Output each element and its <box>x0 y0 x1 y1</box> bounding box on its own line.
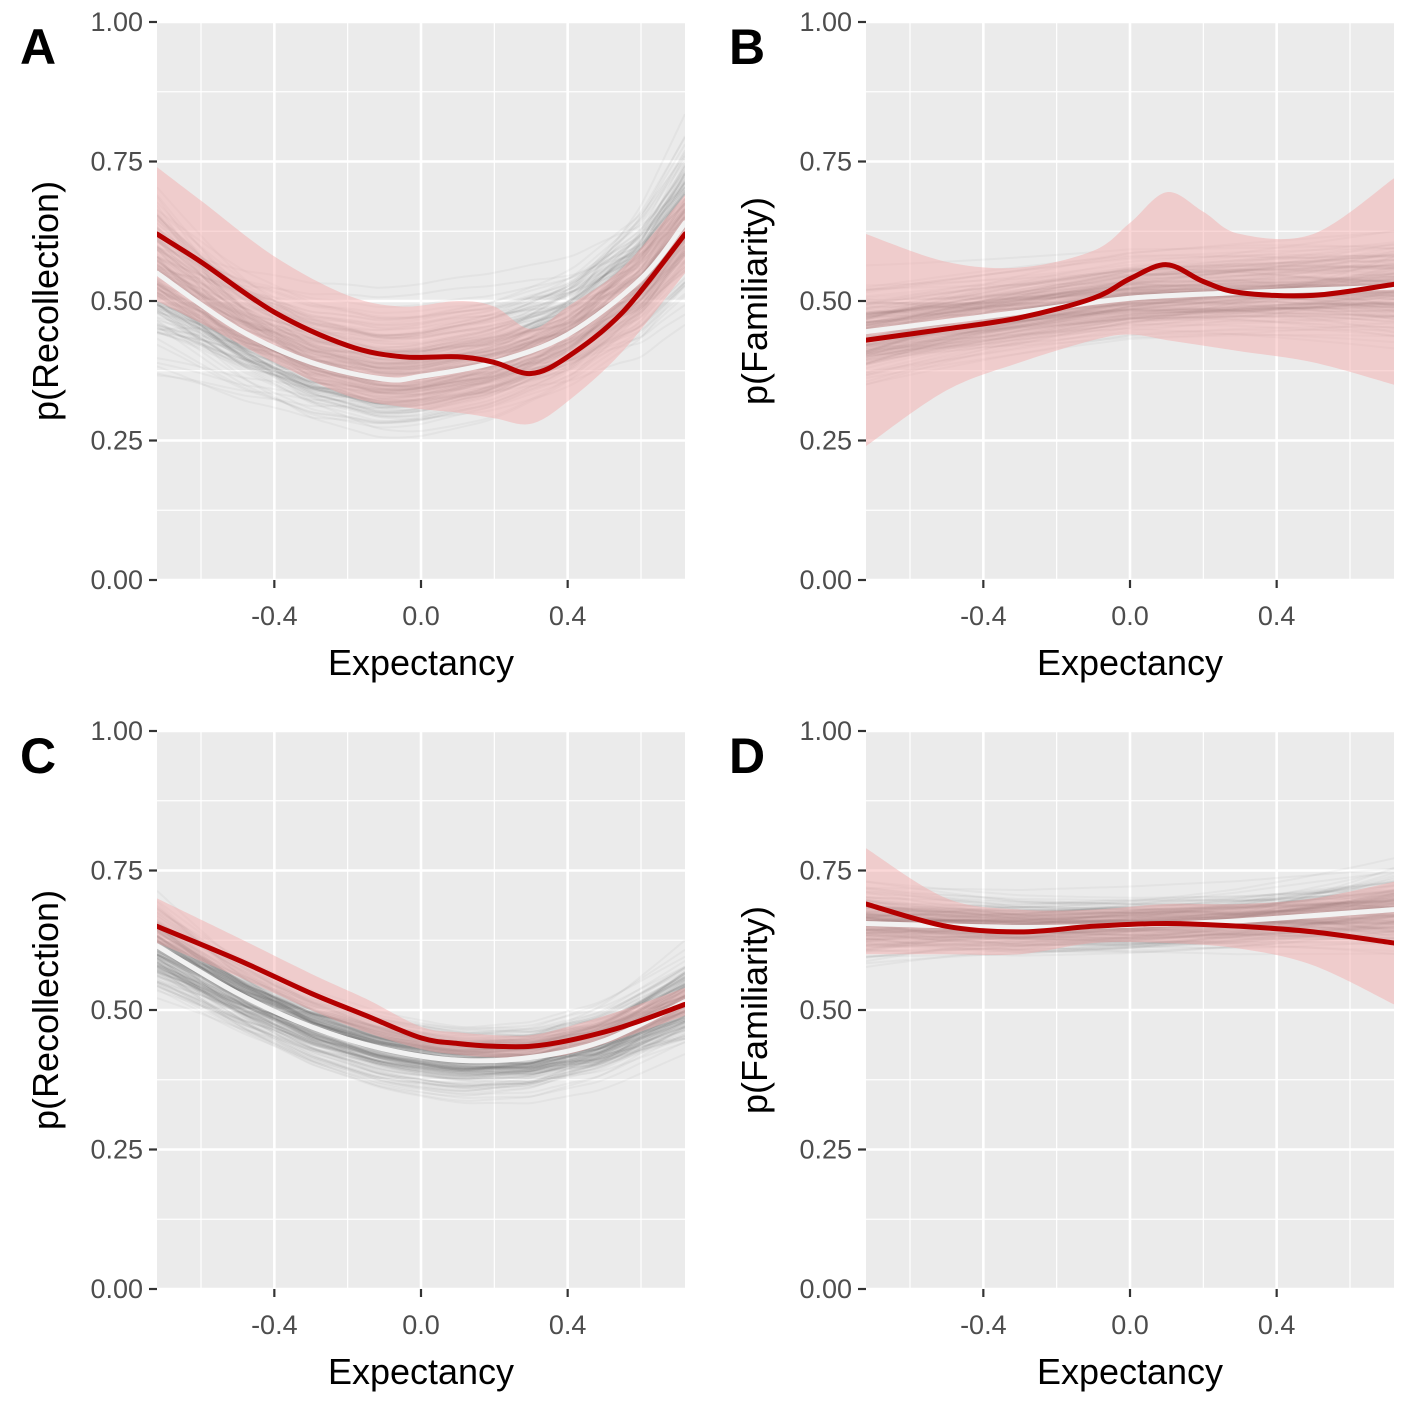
x-axis-title: Expectancy <box>328 1351 514 1392</box>
y-tick-label: 0.50 <box>799 995 852 1025</box>
panel-tag: A <box>20 19 56 75</box>
y-tick-label: 0.50 <box>90 995 143 1025</box>
y-tick-label: 0.00 <box>799 565 852 595</box>
x-tick-label: 0.0 <box>402 601 440 631</box>
x-tick-label: 0.4 <box>549 601 587 631</box>
panel-c: 0.00 0.25 0.50 0.75 1.00 -0.4 0.0 0.4 Expectancy… <box>20 716 685 1392</box>
x-tick-label: -0.4 <box>251 601 298 631</box>
x-tick-label: 0.0 <box>402 1310 440 1340</box>
y-axis-title: p(Familiarity) <box>734 906 775 1114</box>
x-tick-label: 0.4 <box>1258 1310 1296 1340</box>
x-axis-title: Expectancy <box>1037 642 1223 683</box>
y-tick-label: 0.25 <box>90 1135 143 1165</box>
y-axis-title: p(Recollection) <box>25 181 66 421</box>
y-axis-title: p(Recollection) <box>25 890 66 1130</box>
panel-a: 0.00 0.25 0.50 0.75 1.00 -0.4 0.0 0.4 Expectancy… <box>20 7 685 683</box>
x-tick-label: 0.0 <box>1111 601 1149 631</box>
y-tick-label: 0.75 <box>799 147 852 177</box>
y-tick-label: 0.75 <box>90 856 143 886</box>
y-tick-label: 0.75 <box>799 856 852 886</box>
y-axis-title: p(Familiarity) <box>734 197 775 405</box>
y-tick-label: 0.50 <box>799 286 852 316</box>
y-tick-label: 0.00 <box>799 1274 852 1304</box>
x-axis-title: Expectancy <box>328 642 514 683</box>
y-tick-label: 1.00 <box>799 7 852 37</box>
x-tick-label: -0.4 <box>960 1310 1007 1340</box>
y-tick-label: 1.00 <box>90 7 143 37</box>
panel-tag: D <box>729 728 765 784</box>
y-tick-label: 0.75 <box>90 147 143 177</box>
panel-tag: C <box>20 728 56 784</box>
y-tick-label: 0.50 <box>90 286 143 316</box>
x-tick-label: -0.4 <box>960 601 1007 631</box>
y-tick-label: 1.00 <box>90 716 143 746</box>
x-axis-title: Expectancy <box>1037 1351 1223 1392</box>
x-tick-label: 0.4 <box>549 1310 587 1340</box>
x-tick-label: 0.4 <box>1258 601 1296 631</box>
y-tick-label: 0.25 <box>90 426 143 456</box>
y-tick-label: 0.00 <box>90 1274 143 1304</box>
y-tick-label: 0.25 <box>799 426 852 456</box>
y-tick-label: 0.00 <box>90 565 143 595</box>
y-tick-label: 0.25 <box>799 1135 852 1165</box>
panel-d: 0.00 0.25 0.50 0.75 1.00 -0.4 0.0 0.4 Expectancy… <box>729 716 1394 1392</box>
x-tick-label: -0.4 <box>251 1310 298 1340</box>
panel-b: 0.00 0.25 0.50 0.75 1.00 -0.4 0.0 0.4 Expectancy… <box>729 7 1394 683</box>
panel-tag: B <box>729 19 765 75</box>
y-tick-label: 1.00 <box>799 716 852 746</box>
x-tick-label: 0.0 <box>1111 1310 1149 1340</box>
